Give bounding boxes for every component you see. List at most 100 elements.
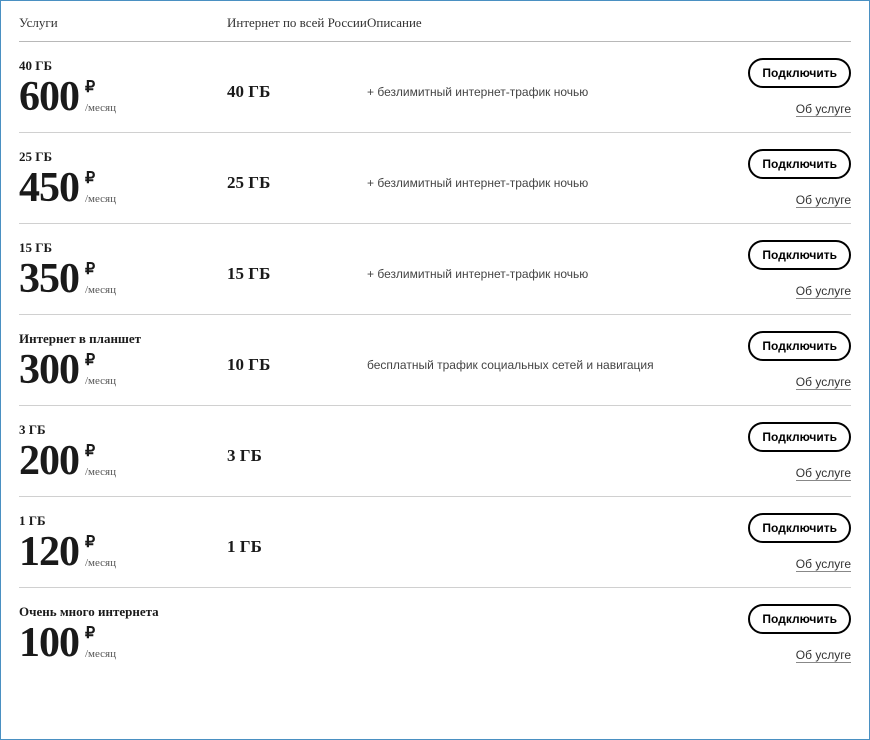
- table-row: Очень много интернета 100 ₽ /месяц Подключит…: [19, 588, 851, 678]
- per-month-label: /месяц: [85, 102, 116, 114]
- about-service-link[interactable]: Об услуге: [796, 648, 851, 663]
- actions: Подключить Об услуге: [733, 240, 851, 299]
- currency-symbol: ₽: [85, 171, 116, 187]
- price-meta: ₽ /месяц: [85, 353, 116, 387]
- currency-symbol: ₽: [85, 353, 116, 369]
- table-row: 1 ГБ120₽/месяц1 ГБПодключитьОб услуге: [19, 497, 851, 588]
- about-service-link[interactable]: Об услуге: [796, 557, 851, 572]
- actions: Подключить Об услуге: [733, 58, 851, 117]
- currency-symbol: ₽: [85, 262, 116, 278]
- internet-amount: 3 ГБ: [227, 422, 367, 466]
- actions-cell: Подключить Об услуге: [733, 240, 851, 299]
- currency-symbol: ₽: [85, 80, 116, 96]
- price-meta: ₽ /месяц: [85, 262, 116, 296]
- per-month-label: /месяц: [85, 375, 116, 387]
- actions-cell: Подключить Об услуге: [733, 422, 851, 481]
- price-block: 300 ₽ /месяц: [19, 349, 227, 391]
- plan-title: Очень много интернета: [19, 604, 227, 620]
- per-month-label: /месяц: [85, 284, 116, 296]
- internet-amount: 40 ГБ: [227, 58, 367, 102]
- connect-button[interactable]: Подключить: [748, 149, 851, 179]
- plan-description: [367, 604, 733, 631]
- price-value: 100: [19, 622, 79, 664]
- header-description: Описание: [367, 15, 733, 31]
- plan-title: 40 ГБ: [19, 58, 227, 74]
- per-month-label: /месяц: [85, 466, 116, 478]
- plan-title: 1 ГБ: [19, 513, 227, 529]
- internet-amount: 1 ГБ: [227, 513, 367, 557]
- price-block: 200 ₽ /месяц: [19, 440, 227, 482]
- header-service: Услуги: [19, 15, 227, 31]
- service-cell: Очень много интернета 100 ₽ /месяц: [19, 604, 227, 664]
- per-month-label: /месяц: [85, 648, 116, 660]
- connect-button[interactable]: Подключить: [748, 513, 851, 543]
- price-block: 350 ₽ /месяц: [19, 258, 227, 300]
- table-row: 15 ГБ350₽/месяц15 ГБ+ безлимитный интерн…: [19, 224, 851, 315]
- connect-button[interactable]: Подключить: [748, 422, 851, 452]
- plan-title: 25 ГБ: [19, 149, 227, 165]
- price-block: 450 ₽ /месяц: [19, 167, 227, 209]
- currency-symbol: ₽: [85, 626, 116, 642]
- price-value: 120: [19, 531, 79, 573]
- tariff-table: Услуги Интернет по всей России Описание …: [19, 15, 851, 678]
- plan-description: + безлимитный интернет-трафик ночью: [367, 149, 733, 190]
- service-cell: 25 ГБ 450 ₽ /месяц: [19, 149, 227, 209]
- connect-button[interactable]: Подключить: [748, 604, 851, 634]
- currency-symbol: ₽: [85, 444, 116, 460]
- actions: Подключить Об услуге: [733, 422, 851, 481]
- price-meta: ₽/месяц: [85, 535, 116, 569]
- about-service-link[interactable]: Об услуге: [796, 193, 851, 208]
- price-value: 300: [19, 349, 79, 391]
- plan-title: Интернет в планшет: [19, 331, 227, 347]
- service-cell: 3 ГБ 200 ₽ /месяц: [19, 422, 227, 482]
- table-row: Интернет в планшет 300 ₽ /месяц 10 ГБбесплат…: [19, 315, 851, 406]
- table-row: 40 ГБ600₽/месяц40 ГБ+ безлимитный интерн…: [19, 42, 851, 133]
- plan-description: + безлимитный интернет-трафик ночью: [367, 240, 733, 281]
- actions-cell: Подключить Об услуге: [733, 331, 851, 390]
- plan-title: 3 ГБ: [19, 422, 227, 438]
- about-service-link[interactable]: Об услуге: [796, 375, 851, 390]
- connect-button[interactable]: Подключить: [748, 58, 851, 88]
- about-service-link[interactable]: Об услуге: [796, 284, 851, 299]
- price-meta: ₽ /месяц: [85, 171, 116, 205]
- price-block: 100 ₽ /месяц: [19, 622, 227, 664]
- actions: Подключить Об услуге: [733, 604, 851, 663]
- header-internet: Интернет по всей России: [227, 15, 367, 31]
- actions: Подключить Об услуге: [733, 149, 851, 208]
- per-month-label: /месяц: [85, 557, 116, 569]
- price-block: 600 ₽ /месяц: [19, 76, 227, 118]
- price-value: 350: [19, 258, 79, 300]
- price-block: 120₽/месяц: [19, 531, 227, 573]
- connect-button[interactable]: Подключить: [748, 331, 851, 361]
- price-meta: ₽ /месяц: [85, 444, 116, 478]
- actions-cell: Подключить Об услуге: [733, 149, 851, 208]
- actions-cell: Подключить Об услуге: [733, 604, 851, 663]
- actions-cell: Подключить Об услуге: [733, 513, 851, 572]
- actions: Подключить Об услуге: [733, 513, 851, 572]
- about-service-link[interactable]: Об услуге: [796, 102, 851, 117]
- plan-description: + безлимитный интернет-трафик ночью: [367, 58, 733, 99]
- actions: Подключить Об услуге: [733, 331, 851, 390]
- about-service-link[interactable]: Об услуге: [796, 466, 851, 481]
- actions-cell: Подключить Об услуге: [733, 58, 851, 117]
- plan-title: 15 ГБ: [19, 240, 227, 256]
- plan-description: [367, 422, 733, 449]
- table-row: 25 ГБ450₽/месяц25 ГБ+ безлимитный интерн…: [19, 133, 851, 224]
- service-cell: Интернет в планшет 300 ₽ /месяц: [19, 331, 227, 391]
- price-meta: ₽ /месяц: [85, 626, 116, 660]
- per-month-label: /месяц: [85, 193, 116, 205]
- price-value: 600: [19, 76, 79, 118]
- internet-amount: [227, 604, 367, 628]
- price-value: 200: [19, 440, 79, 482]
- connect-button[interactable]: Подключить: [748, 240, 851, 270]
- service-cell: 40 ГБ 600 ₽ /месяц: [19, 58, 227, 118]
- internet-amount: 25 ГБ: [227, 149, 367, 193]
- table-row: 3 ГБ 200 ₽ /месяц 3 ГБ Подключить Об услуге: [19, 406, 851, 497]
- price-value: 450: [19, 167, 79, 209]
- plan-description: бесплатный трафик социальных сетей и нав…: [367, 331, 733, 372]
- table-header: Услуги Интернет по всей России Описание: [19, 15, 851, 42]
- plan-description: [367, 513, 733, 540]
- internet-amount: 15 ГБ: [227, 240, 367, 284]
- internet-amount: 10 ГБ: [227, 331, 367, 375]
- price-meta: ₽ /месяц: [85, 80, 116, 114]
